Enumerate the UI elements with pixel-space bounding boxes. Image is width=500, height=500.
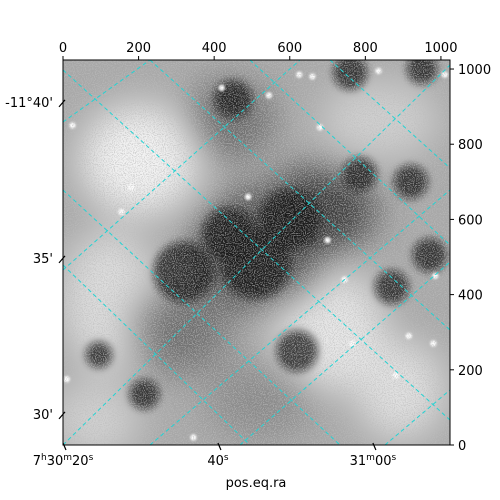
y-tick-label: 1000 [458, 63, 491, 78]
sky-image [63, 60, 450, 445]
y-tick-label: 200 [458, 364, 483, 379]
x-tick-label: 200 [126, 41, 151, 56]
grid-line [239, 261, 450, 445]
image-noise [63, 60, 450, 445]
y-tick-label: 600 [458, 213, 483, 228]
grid-line [384, 389, 450, 445]
ra-tick-mark [217, 442, 222, 451]
grid-line [63, 60, 301, 271]
left-dec-axis: -11°40' 35' 30' [5, 96, 66, 423]
axes-frame [62, 59, 451, 446]
y-tick-label: 0 [458, 439, 466, 454]
ra-tick-label: 40s [207, 453, 229, 469]
dec-tick-label: 35' [33, 252, 53, 267]
dec-tick-label: -11°40' [5, 96, 53, 111]
x-axis-title: pos.eq.ra [226, 476, 287, 491]
x-tick-label: 0 [59, 41, 67, 56]
grid-line [249, 60, 450, 246]
y-tick-label: 400 [458, 289, 483, 304]
dec-tick-mark [58, 99, 66, 108]
x-tick-label: 600 [277, 41, 302, 56]
x-tick-label: 1000 [424, 41, 457, 56]
grid-line [149, 189, 450, 445]
coordinate-grid [63, 60, 450, 445]
ra-tick-label: 31m00s [350, 453, 397, 469]
ra-tick-mark [62, 442, 67, 451]
dec-tick-mark [58, 255, 66, 264]
x-tick-label: 800 [353, 41, 378, 56]
dec-tick-label: 30' [33, 408, 53, 423]
y-tick-label: 800 [458, 138, 483, 153]
x-tick-label: 400 [202, 41, 227, 56]
bottom-ra-axis: 7h30m20s 40s 31m00s [33, 442, 397, 469]
grid-line [149, 60, 450, 331]
dec-tick-mark [58, 411, 66, 420]
ra-tick-label: 7h30m20s [33, 453, 94, 469]
grid-line [63, 264, 251, 445]
grid-line [63, 69, 450, 421]
top-pixel-axis: 0 200 400 600 800 1000 [59, 41, 457, 60]
grid-line [329, 60, 450, 169]
grid-line [63, 64, 450, 445]
right-pixel-axis: 0 200 400 600 800 1000 [450, 63, 491, 454]
grid-line [63, 60, 151, 123]
ra-tick-mark [372, 442, 377, 451]
